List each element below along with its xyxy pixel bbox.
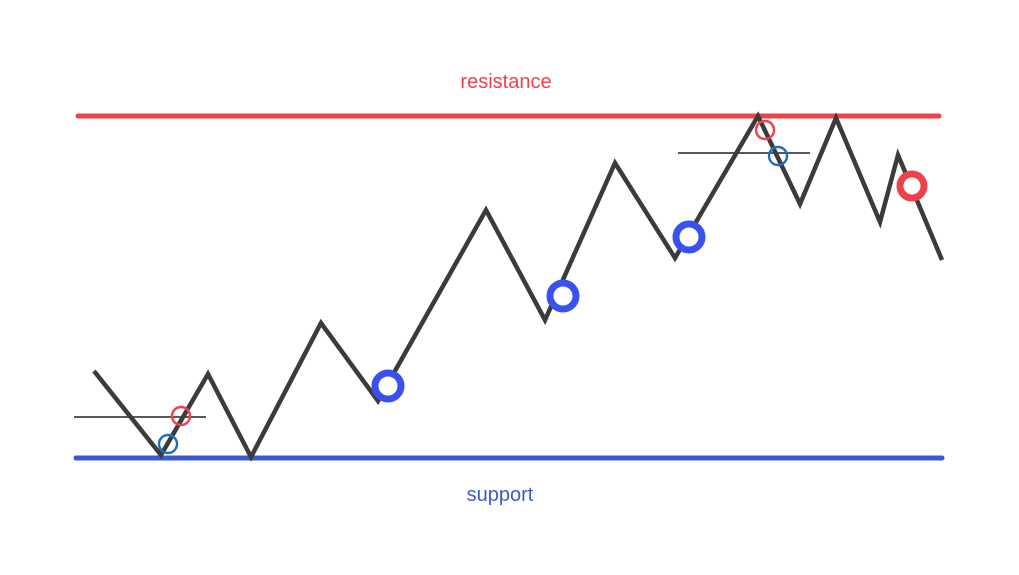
blue-ring-marker	[546, 279, 580, 313]
small-red-circle-marker	[170, 405, 192, 427]
support-label: support	[467, 484, 534, 506]
small-blue-circle-marker	[157, 433, 179, 455]
price-path	[92, 111, 945, 462]
blue-ring-marker	[371, 369, 405, 403]
blue-ring-marker	[672, 220, 706, 254]
resistance-label: resistance	[460, 71, 551, 93]
red-ring-marker	[896, 170, 928, 202]
small-blue-circle-marker	[767, 145, 789, 167]
small-red-circle-marker	[754, 119, 776, 141]
